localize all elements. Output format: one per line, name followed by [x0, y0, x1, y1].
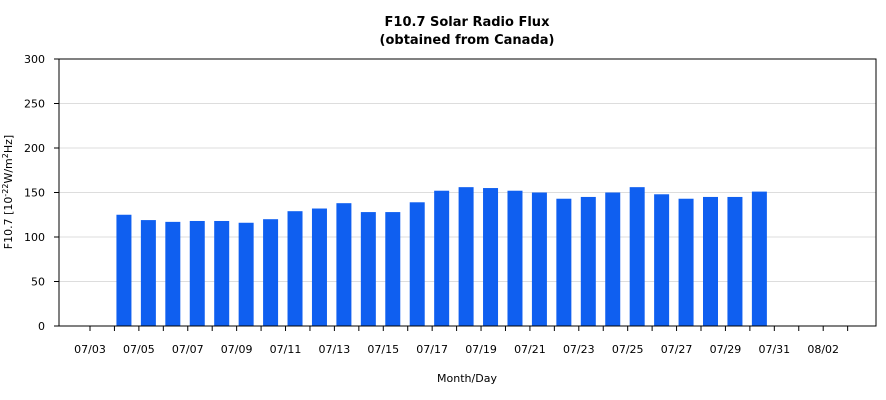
x-tick-label: 07/11	[270, 343, 302, 356]
bar	[311, 208, 327, 326]
y-tick-label: 100	[24, 231, 45, 244]
y-tick-label: 200	[24, 142, 45, 155]
bar	[336, 203, 352, 326]
bar	[556, 198, 572, 326]
chart-title: F10.7 Solar Radio Flux	[385, 15, 551, 30]
bar	[214, 220, 230, 326]
x-tick-label: 07/21	[514, 343, 546, 356]
y-tick-label: 250	[24, 98, 45, 111]
x-tick-label: 07/29	[710, 343, 742, 356]
x-tick-label: 07/31	[758, 343, 790, 356]
bar	[507, 190, 523, 326]
x-tick-label: 07/23	[563, 343, 595, 356]
bar	[483, 188, 499, 326]
y-axis-label-exponent-2: 2	[1, 153, 10, 158]
bar	[287, 211, 303, 326]
bar	[385, 212, 401, 326]
x-tick-label: 07/07	[172, 343, 204, 356]
x-axis-label: Month/Day	[437, 372, 497, 385]
x-axis: 07/03 07/05 07/07 07/09 07/11 07/13 07/15 07/17…	[74, 326, 849, 356]
bar	[189, 220, 205, 326]
y-axis-label-suffix: Hz]	[2, 135, 15, 153]
x-tick-label: 07/13	[319, 343, 351, 356]
y-axis: 0 50 100 150 200 250 300	[24, 53, 59, 333]
bar	[654, 194, 670, 326]
x-tick-label: 08/02	[807, 343, 839, 356]
y-axis-label-middle: W/m	[2, 158, 15, 183]
x-tick-label: 07/17	[416, 343, 448, 356]
bar	[409, 202, 425, 326]
bar	[727, 196, 743, 326]
bar	[703, 196, 718, 326]
y-axis-label: F10.7 [10-22W/m2Hz]	[1, 135, 15, 249]
bar	[531, 192, 547, 326]
y-axis-label-prefix: F10.7 [10	[2, 197, 15, 250]
bar	[238, 222, 254, 326]
bar	[263, 219, 279, 326]
bar	[360, 212, 376, 326]
x-tick-label: 07/15	[367, 343, 399, 356]
y-tick-label: 300	[24, 53, 45, 66]
x-tick-label: 07/25	[612, 343, 644, 356]
y-axis-label-exponent-1: -22	[1, 184, 10, 197]
bar	[751, 191, 767, 326]
x-tick-label: 07/03	[74, 343, 106, 356]
x-tick-label: 07/19	[465, 343, 497, 356]
x-tick-label: 07/09	[221, 343, 253, 356]
bar	[580, 196, 596, 326]
bars	[116, 187, 767, 326]
y-tick-label: 150	[24, 187, 45, 200]
y-tick-label: 0	[38, 320, 45, 333]
bar	[165, 221, 181, 326]
bar	[458, 187, 474, 326]
y-tick-label: 50	[31, 276, 45, 289]
bar	[116, 214, 132, 326]
x-tick-label: 07/27	[661, 343, 693, 356]
bar	[434, 190, 450, 326]
x-tick-label: 07/05	[123, 343, 155, 356]
chart-subtitle: (obtained from Canada)	[380, 33, 555, 48]
bar	[629, 187, 645, 326]
bar	[605, 192, 621, 326]
bar	[678, 198, 694, 326]
bar	[140, 220, 156, 326]
